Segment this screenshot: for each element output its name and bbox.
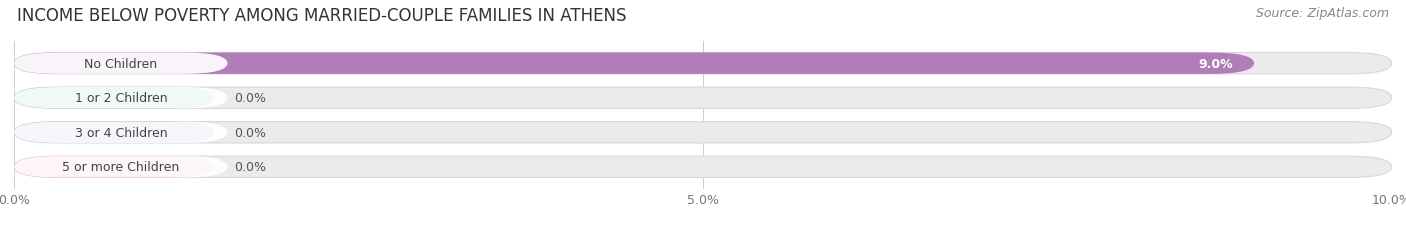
Text: 0.0%: 0.0% <box>235 92 267 105</box>
FancyBboxPatch shape <box>14 53 1392 75</box>
Text: INCOME BELOW POVERTY AMONG MARRIED-COUPLE FAMILIES IN ATHENS: INCOME BELOW POVERTY AMONG MARRIED-COUPL… <box>17 7 626 25</box>
Text: 5 or more Children: 5 or more Children <box>62 161 180 173</box>
FancyBboxPatch shape <box>14 122 228 143</box>
Text: Source: ZipAtlas.com: Source: ZipAtlas.com <box>1256 7 1389 20</box>
FancyBboxPatch shape <box>14 88 228 109</box>
FancyBboxPatch shape <box>14 156 228 178</box>
FancyBboxPatch shape <box>14 156 1392 178</box>
FancyBboxPatch shape <box>14 122 214 143</box>
FancyBboxPatch shape <box>14 88 1392 109</box>
Text: 1 or 2 Children: 1 or 2 Children <box>75 92 167 105</box>
Text: 0.0%: 0.0% <box>235 161 267 173</box>
Text: 9.0%: 9.0% <box>1199 58 1233 70</box>
Text: 0.0%: 0.0% <box>235 126 267 139</box>
Text: No Children: No Children <box>84 58 157 70</box>
FancyBboxPatch shape <box>14 53 228 75</box>
FancyBboxPatch shape <box>14 122 1392 143</box>
FancyBboxPatch shape <box>14 88 214 109</box>
FancyBboxPatch shape <box>14 156 214 178</box>
Text: 3 or 4 Children: 3 or 4 Children <box>75 126 167 139</box>
FancyBboxPatch shape <box>14 53 1254 75</box>
